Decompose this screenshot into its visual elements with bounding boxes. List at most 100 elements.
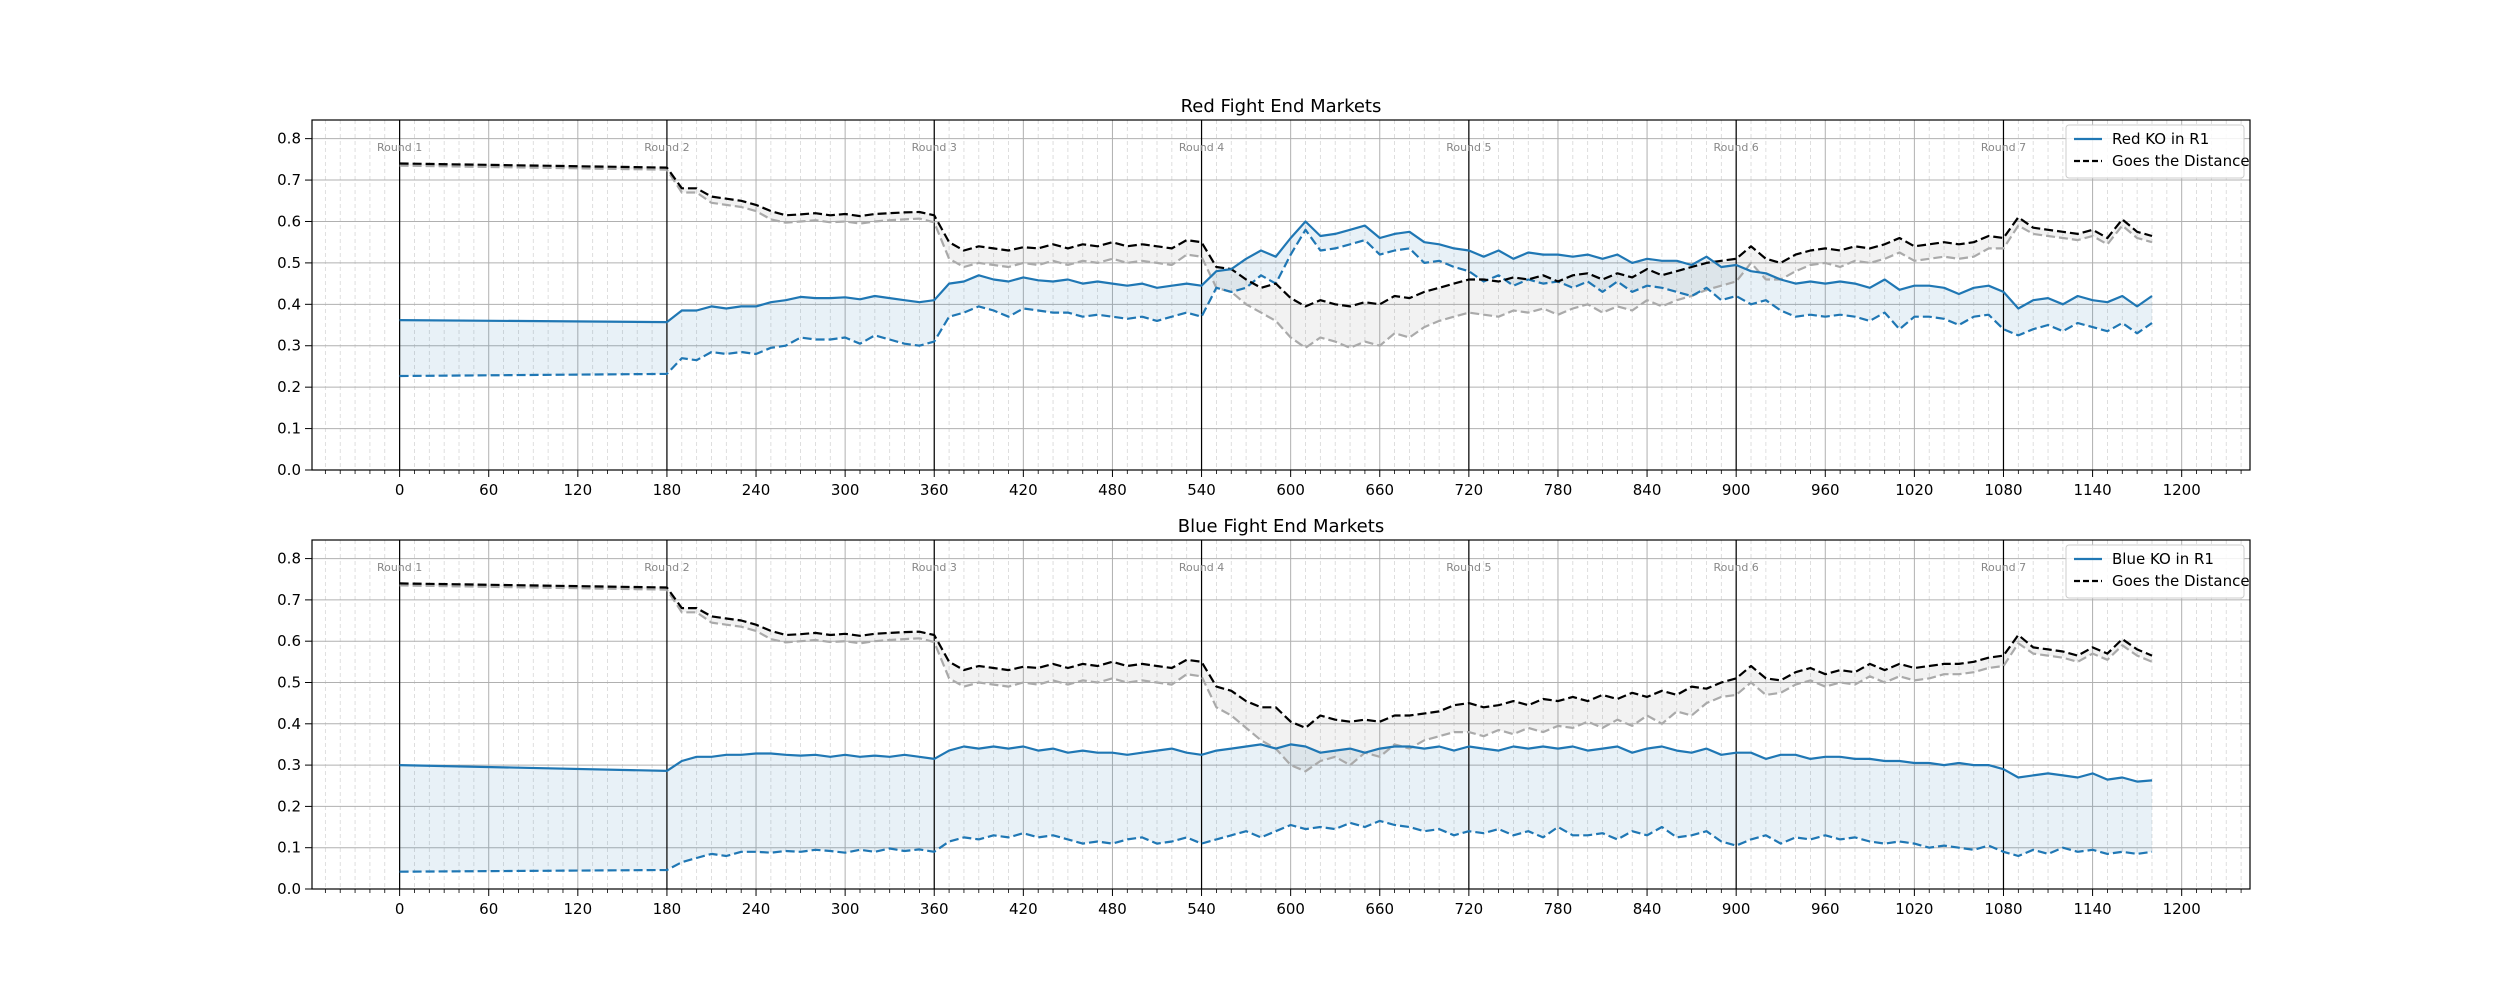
x-tick-label: 120: [564, 481, 593, 499]
y-tick-label: 0.2: [277, 378, 301, 396]
x-tick-label: 840: [1633, 481, 1662, 499]
y-tick-label: 0.3: [277, 337, 301, 355]
round-label: Round 2: [644, 141, 689, 154]
x-tick-label: 660: [1365, 900, 1394, 918]
series-line-goes-the-distance-lower: [399, 164, 2153, 349]
x-tick-label: 660: [1365, 481, 1394, 499]
red-fight-end-markets-chart: Red Fight End Markets 0 60 120 180 240 300 360…: [277, 96, 2251, 499]
y-tick-label: 0.7: [277, 591, 301, 609]
legend: Blue KO in R1 Goes the Distance: [2065, 544, 2250, 599]
x-tick-label: 60: [479, 900, 498, 918]
legend-box: [2065, 544, 2245, 599]
x-tick-label: 1140: [2073, 900, 2111, 918]
x-tick-label: 300: [831, 481, 860, 499]
x-tick-label: 420: [1009, 900, 1038, 918]
legend-box: [2065, 124, 2245, 179]
x-tick-label: 1200: [2163, 481, 2201, 499]
y-tick-label: 0.2: [277, 797, 301, 815]
ko-confidence-band: [399, 221, 2153, 376]
y-tick-label: 0.4: [277, 295, 301, 313]
round-label: Round 2: [644, 561, 689, 574]
legend: Red KO in R1 Goes the Distance: [2065, 124, 2250, 179]
x-tick-label: 900: [1722, 481, 1751, 499]
x-tick-label: 240: [742, 900, 771, 918]
x-tick-label: 480: [1098, 900, 1127, 918]
round-label: Round 3: [912, 141, 957, 154]
x-tick-label: 360: [920, 481, 949, 499]
x-tick-label: 0: [395, 481, 405, 499]
x-tick-label: 120: [564, 900, 593, 918]
round-label: Round 3: [912, 561, 957, 574]
x-tick-label: 360: [920, 900, 949, 918]
x-tick-label: 780: [1544, 481, 1573, 499]
round-label: Round 7: [1981, 141, 2026, 154]
y-tick-label: 0.4: [277, 715, 301, 733]
x-tick-label: 540: [1187, 481, 1216, 499]
x-tick-label: 60: [479, 481, 498, 499]
y-tick-label: 0.5: [277, 254, 301, 272]
x-tick-label: 0: [395, 900, 405, 918]
x-tick-label: 180: [653, 900, 682, 918]
chart-title: Blue Fight End Markets: [1178, 516, 1384, 537]
y-tick-label: 0.0: [277, 461, 301, 479]
x-tick-label: 720: [1455, 481, 1484, 499]
series-line-blue-ko-in-r1-lower: [399, 819, 2153, 873]
x-tick-label: 960: [1811, 481, 1840, 499]
x-tick-label: 300: [831, 900, 860, 918]
x-tick-label: 900: [1722, 900, 1751, 918]
x-tick-label: 600: [1276, 900, 1305, 918]
x-tick-label: 180: [653, 481, 682, 499]
x-tick-label: 600: [1276, 481, 1305, 499]
round-label: Round 4: [1179, 141, 1224, 154]
ko-confidence-band: [399, 744, 2153, 872]
x-tick-label: 480: [1098, 481, 1127, 499]
y-tick-label: 0.6: [277, 212, 301, 230]
y-tick-label: 0.1: [277, 420, 301, 438]
x-tick-label: 780: [1544, 900, 1573, 918]
y-tick-label: 0.6: [277, 632, 301, 650]
axes-frame: [311, 119, 2251, 471]
x-tick-label: 240: [742, 481, 771, 499]
round-label: Round 1: [377, 561, 422, 574]
blue-fight-end-markets-chart: Blue Fight End Markets 0 60 120 180 240 300 36…: [277, 516, 2251, 918]
chart-title: Red Fight End Markets: [1181, 96, 1382, 117]
x-tick-label: 1080: [1984, 900, 2022, 918]
x-tick-label: 420: [1009, 481, 1038, 499]
series-line-red-ko-in-r1-lower: [399, 228, 2153, 378]
distance-confidence-band: [399, 583, 2153, 772]
x-tick-label: 1020: [1895, 481, 1933, 499]
series-line-red-ko-in-r1: [399, 220, 2153, 324]
y-tick-label: 0.8: [277, 550, 301, 568]
y-tick-label: 0.3: [277, 756, 301, 774]
y-tick-label: 0.8: [277, 130, 301, 148]
round-label: Round 5: [1446, 141, 1491, 154]
y-tick-label: 0.1: [277, 839, 301, 857]
x-tick-label: 840: [1633, 900, 1662, 918]
round-label: Round 5: [1446, 561, 1491, 574]
x-tick-label: 1020: [1895, 900, 1933, 918]
y-tick-label: 0.0: [277, 880, 301, 898]
round-label: Round 6: [1714, 141, 1759, 154]
y-tick-label: 0.5: [277, 673, 301, 691]
x-tick-label: 1080: [1984, 481, 2022, 499]
y-tick-label: 0.7: [277, 171, 301, 189]
legend-label: Goes the Distance: [2112, 572, 2250, 590]
round-label: Round 6: [1714, 561, 1759, 574]
grid: [312, 120, 2250, 471]
series-line-goes-the-distance-lower: [399, 584, 2153, 773]
distance-confidence-band: [399, 163, 2153, 348]
round-label: Round 7: [1981, 561, 2026, 574]
x-tick-label: 720: [1455, 900, 1484, 918]
x-tick-label: 960: [1811, 900, 1840, 918]
legend-label: Blue KO in R1: [2112, 550, 2214, 568]
series-line-blue-ko-in-r1: [399, 743, 2153, 783]
legend-label: Red KO in R1: [2112, 130, 2209, 148]
legend-label: Goes the Distance: [2112, 152, 2250, 170]
x-tick-label: 1200: [2163, 900, 2201, 918]
x-tick-label: 540: [1187, 900, 1216, 918]
axes-frame: [311, 539, 2251, 890]
x-tick-label: 1140: [2073, 481, 2111, 499]
round-label: Round 4: [1179, 561, 1224, 574]
round-label: Round 1: [377, 141, 422, 154]
